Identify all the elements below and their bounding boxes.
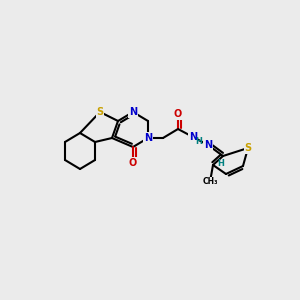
Text: O: O bbox=[174, 109, 182, 119]
Text: N: N bbox=[144, 133, 152, 143]
Text: H: H bbox=[218, 160, 224, 169]
Text: S: S bbox=[244, 143, 252, 153]
Text: N: N bbox=[129, 107, 137, 117]
Text: N: N bbox=[189, 132, 197, 142]
Text: N: N bbox=[204, 140, 212, 150]
Text: CH₃: CH₃ bbox=[202, 178, 218, 187]
Text: O: O bbox=[129, 158, 137, 168]
Text: H: H bbox=[196, 136, 202, 146]
Text: S: S bbox=[96, 107, 103, 117]
